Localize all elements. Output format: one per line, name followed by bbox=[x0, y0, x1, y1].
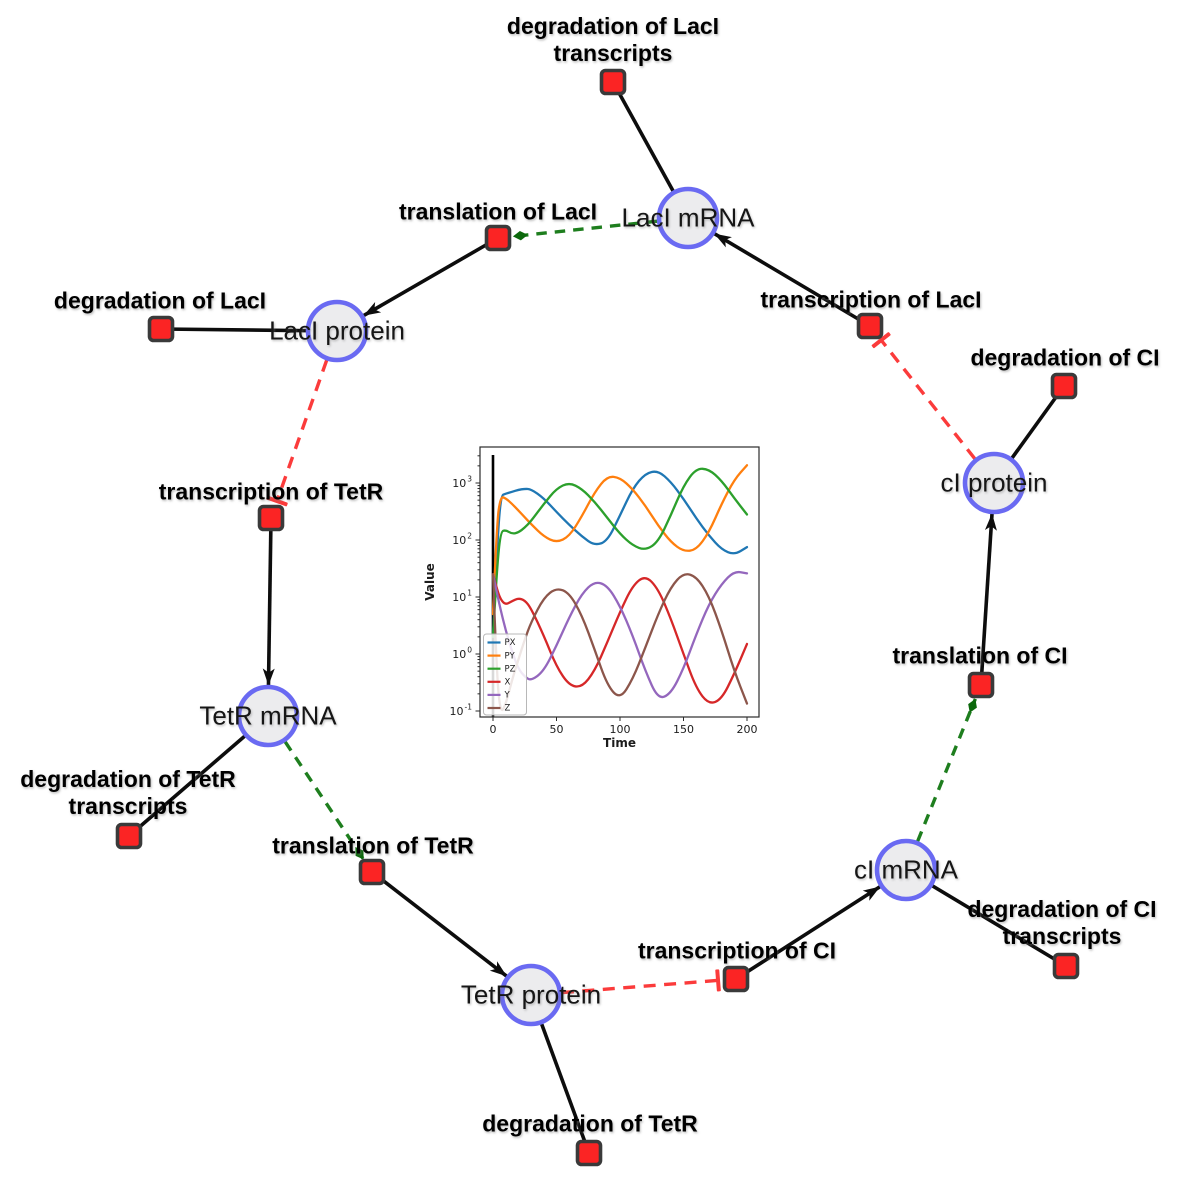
edges-layer bbox=[127, 81, 1067, 1154]
edge-inhibition bbox=[266, 359, 329, 507]
reaction-node-tl_tetr bbox=[358, 858, 386, 886]
reaction-node-tc_ci bbox=[722, 965, 750, 993]
edge-modifier bbox=[916, 698, 977, 842]
reaction-node-deg_tetr_tx bbox=[115, 822, 143, 850]
edge-production bbox=[262, 517, 275, 686]
edge-inhibition bbox=[871, 332, 977, 460]
reaction-nodes-layer bbox=[115, 68, 1080, 1167]
species-node-ci_protein bbox=[962, 451, 1026, 515]
edge-production bbox=[735, 885, 881, 981]
edge-production bbox=[979, 513, 997, 686]
species-node-tetr_mrna bbox=[236, 684, 300, 748]
reaction-node-deg_ci bbox=[1050, 372, 1078, 400]
reaction-node-deg_laci_tx bbox=[599, 68, 627, 96]
edge-modifier bbox=[283, 740, 366, 861]
reaction-node-tc_laci bbox=[856, 312, 884, 340]
reaction-node-tl_laci bbox=[484, 224, 512, 252]
species-nodes-layer bbox=[236, 186, 1026, 1027]
reaction-node-deg_tetr bbox=[575, 1139, 603, 1167]
reaction-node-tc_tetr bbox=[257, 504, 285, 532]
edge-production bbox=[362, 236, 499, 318]
reaction-node-tl_ci bbox=[967, 671, 995, 699]
species-node-laci_protein bbox=[305, 299, 369, 363]
edge-modifier bbox=[512, 219, 658, 241]
edge-inhibition bbox=[561, 969, 721, 995]
inset-timeseries-chart bbox=[420, 430, 780, 760]
edge-production bbox=[713, 232, 871, 328]
reaction-node-deg_ci_tx bbox=[1052, 952, 1080, 980]
species-node-tetr_protein bbox=[499, 963, 563, 1027]
species-node-laci_mrna bbox=[656, 186, 720, 250]
reaction-node-deg_laci bbox=[147, 315, 175, 343]
edge-production bbox=[370, 870, 508, 978]
species-node-ci_mrna bbox=[874, 838, 938, 902]
